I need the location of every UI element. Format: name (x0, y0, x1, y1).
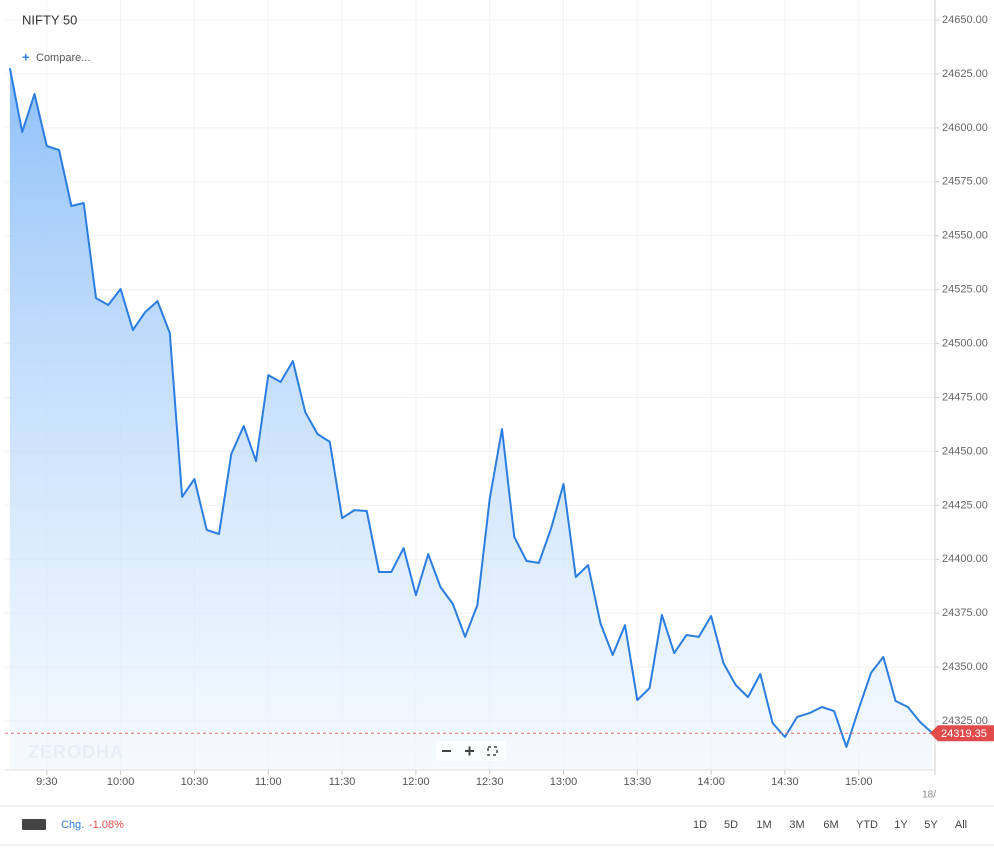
range-button[interactable]: 5Y (924, 819, 938, 831)
reset-zoom[interactable] (487, 746, 498, 756)
price-line (8, 68, 934, 748)
x-tick-label: 14:00 (697, 776, 725, 788)
x-tick-label: 9:30 (36, 776, 57, 788)
compare-button[interactable]: Compare... (36, 52, 90, 64)
y-tick-label: 24425.00 (942, 499, 988, 511)
zoom-controls (436, 741, 506, 761)
x-tick-label: 11:00 (255, 776, 282, 788)
y-tick-label: 24500.00 (942, 337, 988, 349)
y-tick-label: 24625.00 (942, 68, 988, 80)
y-tick-label: 24325.00 (942, 715, 988, 727)
range-button[interactable]: YTD (856, 819, 878, 831)
y-tick-label: 24550.00 (942, 230, 988, 242)
last-price-label: 24319.35 (941, 728, 987, 740)
x-tick-label: 10:00 (107, 776, 135, 788)
y-tick-label: 24525.00 (942, 284, 988, 296)
range-button[interactable]: 1D (693, 819, 707, 831)
y-tick-label: 24575.00 (942, 176, 988, 188)
date-label: 18/ (922, 790, 936, 801)
y-tick-label: 24375.00 (942, 607, 988, 619)
range-button[interactable]: 6M (823, 819, 838, 831)
range-button[interactable]: 1Y (894, 819, 908, 831)
x-tick-label: 10:30 (181, 776, 209, 788)
x-tick-label: 15:00 (845, 776, 873, 788)
x-tick-label: 12:00 (402, 776, 430, 788)
compare-icon[interactable]: + (22, 49, 30, 64)
x-tick-label: 11:30 (329, 776, 356, 788)
y-tick-label: 24600.00 (942, 122, 988, 134)
watermark: ZERODHA (28, 742, 124, 762)
y-tick-label: 24350.00 (942, 661, 988, 673)
last-price-badge (930, 725, 994, 742)
range-button[interactable]: 3M (789, 819, 804, 831)
y-tick-label: 24650.00 (942, 14, 988, 26)
area-fill (9, 68, 933, 770)
y-tick-label: 24400.00 (942, 553, 988, 565)
change-label: Chg. (61, 819, 84, 831)
chart-title: NIFTY 50 (22, 12, 77, 27)
keyboard-icon[interactable] (22, 819, 46, 830)
x-tick-label: 13:30 (624, 776, 652, 788)
y-tick-label: 24450.00 (942, 445, 988, 457)
change-value: -1.08% (89, 819, 124, 831)
range-button[interactable]: 5D (724, 819, 738, 831)
x-tick-label: 12:30 (476, 776, 504, 788)
x-tick-label: 13:00 (550, 776, 578, 788)
range-button[interactable]: 1M (756, 819, 771, 831)
x-tick-label: 14:30 (771, 776, 799, 788)
y-tick-label: 24475.00 (942, 391, 988, 403)
range-button[interactable]: All (955, 819, 967, 831)
